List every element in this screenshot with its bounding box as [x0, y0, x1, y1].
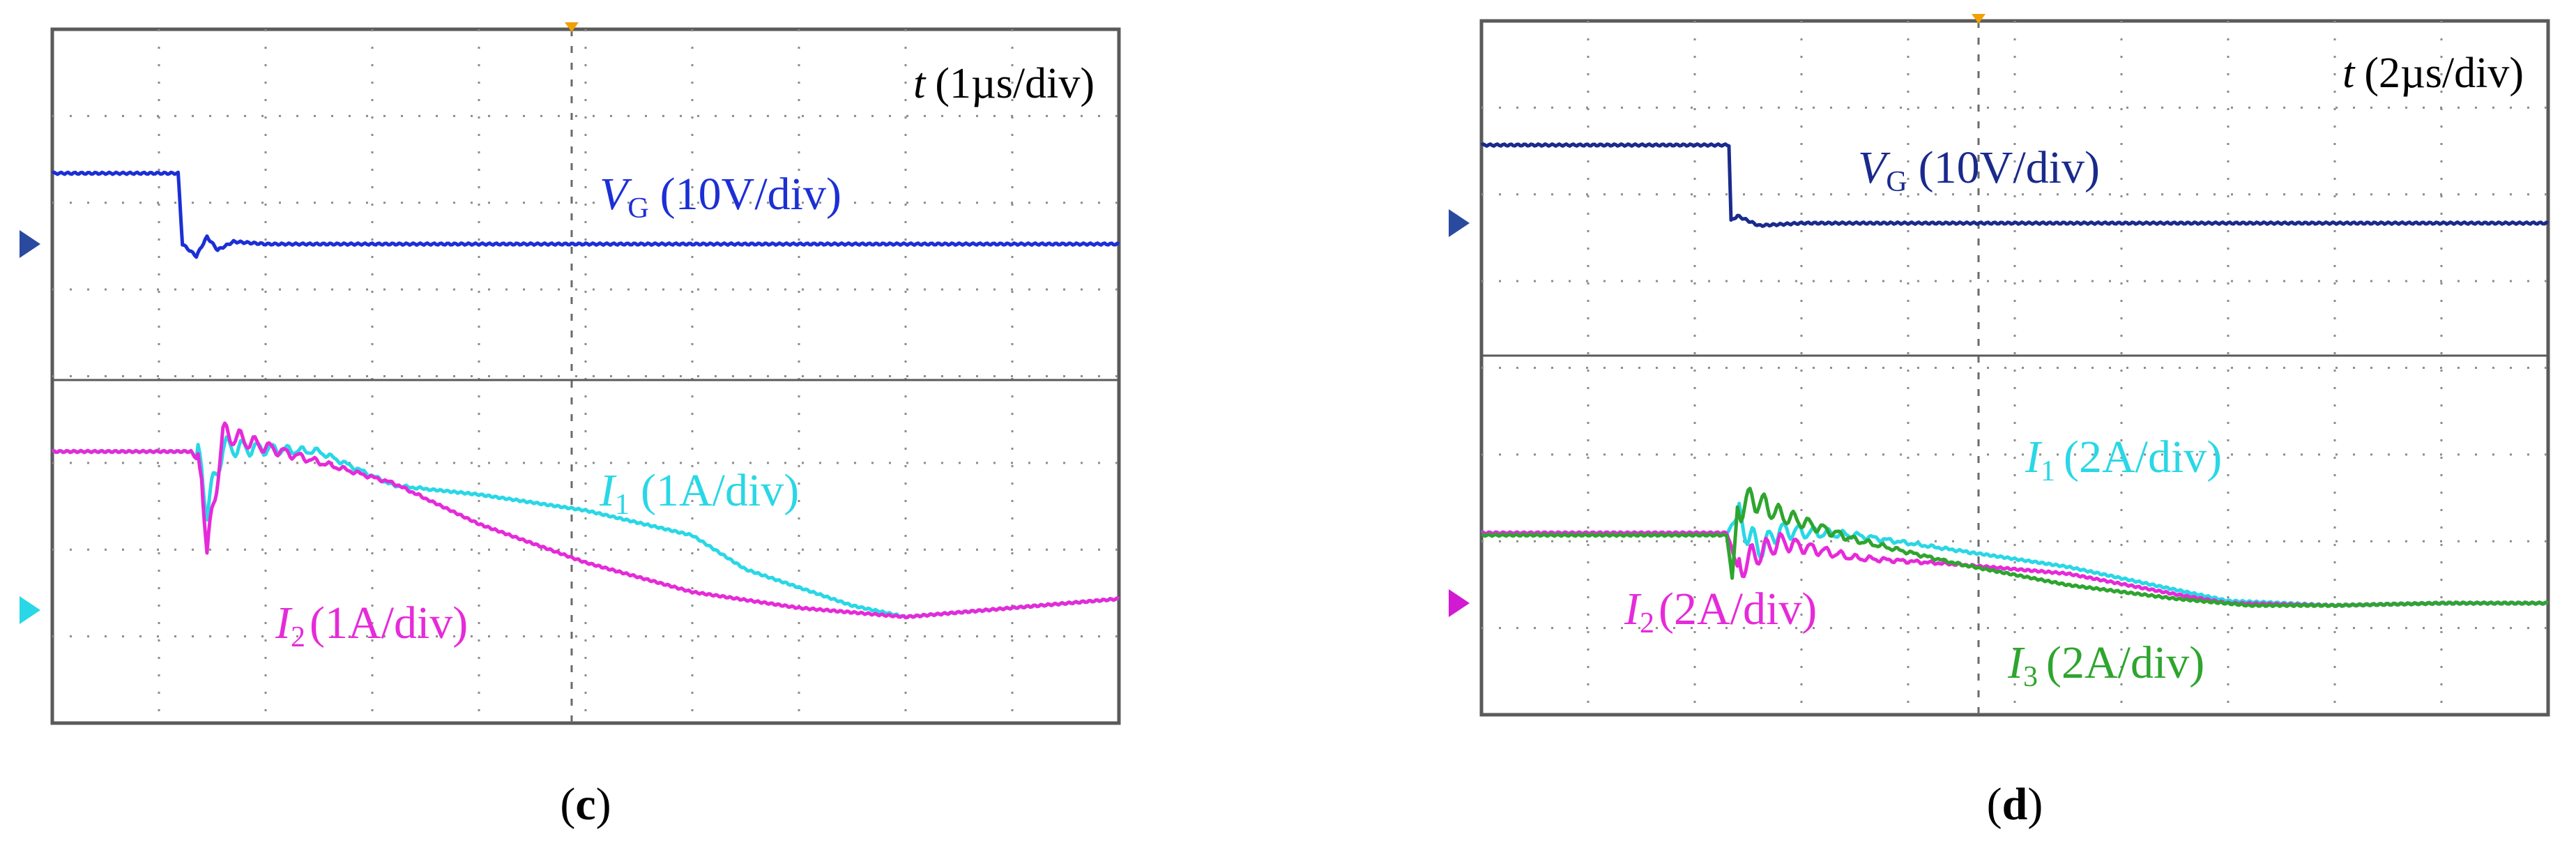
panel-c-time-label: t (1µs/div)	[913, 60, 1095, 107]
panel-d-i3-label: I3 (2A/div)	[2007, 637, 2204, 693]
panel-d-i2-label: I2(2A/div)	[1624, 584, 1817, 639]
trace-i3	[1481, 487, 2549, 608]
panel-d-vg-ground-marker	[1449, 209, 1470, 237]
panel-d-vg-label: VG (10V/div)	[1858, 142, 2100, 198]
trace-i2	[52, 421, 1120, 620]
trace-vg	[51, 170, 1120, 259]
panel-c-i1-label: I1 (1A/div)	[599, 465, 799, 521]
panel-d-i2-ground-marker	[1449, 589, 1470, 617]
panel-d-trigger-marker	[1972, 14, 1986, 24]
panel-c-i2-label: I2(1A/div)	[275, 598, 468, 653]
trace-vg	[1480, 142, 2549, 228]
panel-c-traces	[51, 170, 1120, 620]
panel-c-i1-ground-marker	[20, 596, 40, 624]
panel-c-vg-label: VG (10V/div)	[600, 169, 841, 225]
panel-d-traces	[1480, 142, 2550, 608]
panel-c-trigger-marker	[565, 22, 579, 32]
panel-c: t (1µs/div) VG (10V/div) I1 (1A/div) I2(1A/…	[20, 22, 1121, 830]
panel-d: t (2µs/div) VG (10V/div) I1 (2A/div) I2(2A/…	[1449, 14, 2550, 830]
panel-d-grid	[1481, 21, 2548, 715]
panel-c-grid	[52, 29, 1119, 723]
panel-d-time-label: t (2µs/div)	[2342, 50, 2524, 97]
panel-c-vg-ground-marker	[20, 230, 40, 258]
panel-d-i1-label: I1 (2A/div)	[2025, 432, 2222, 487]
panel-c-caption: (c)	[560, 779, 611, 830]
panel-d-caption: (d)	[1987, 779, 2043, 830]
